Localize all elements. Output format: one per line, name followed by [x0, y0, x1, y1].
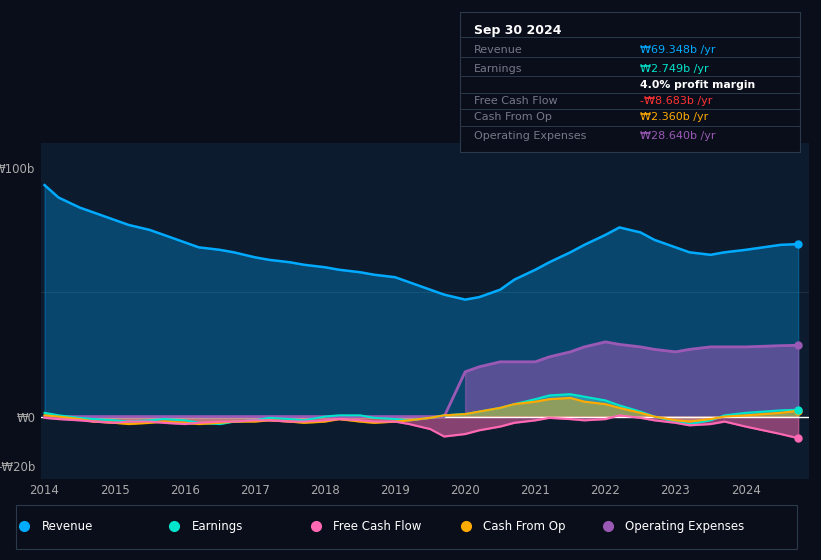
Text: -₩8.683b /yr: -₩8.683b /yr: [640, 96, 713, 106]
Text: Revenue: Revenue: [474, 45, 522, 55]
Text: ₩2.360b /yr: ₩2.360b /yr: [640, 112, 709, 122]
Text: Cash From Op: Cash From Op: [474, 112, 552, 122]
Text: Earnings: Earnings: [191, 520, 243, 533]
Text: Earnings: Earnings: [474, 64, 522, 74]
Text: ₩28.640b /yr: ₩28.640b /yr: [640, 131, 716, 141]
Text: ₩69.348b /yr: ₩69.348b /yr: [640, 45, 716, 55]
Text: Free Cash Flow: Free Cash Flow: [474, 96, 557, 106]
Text: Cash From Op: Cash From Op: [483, 520, 566, 533]
Text: 4.0% profit margin: 4.0% profit margin: [640, 80, 755, 90]
Text: Free Cash Flow: Free Cash Flow: [333, 520, 422, 533]
Text: Operating Expenses: Operating Expenses: [474, 131, 586, 141]
Text: ₩2.749b /yr: ₩2.749b /yr: [640, 64, 709, 74]
Text: Sep 30 2024: Sep 30 2024: [474, 24, 561, 37]
Text: Operating Expenses: Operating Expenses: [625, 520, 744, 533]
Text: Revenue: Revenue: [42, 520, 93, 533]
